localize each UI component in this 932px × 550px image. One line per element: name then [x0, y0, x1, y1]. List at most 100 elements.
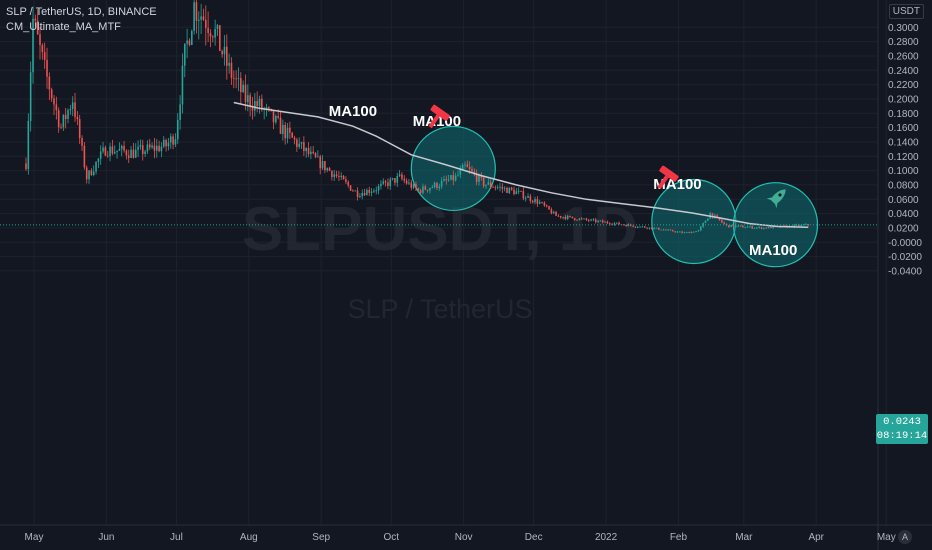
candle-body — [216, 25, 219, 30]
candle-body — [368, 189, 371, 193]
candle-body — [478, 175, 480, 182]
candle-body — [732, 224, 735, 227]
currency-label[interactable]: USDT — [888, 4, 924, 19]
candle-body — [193, 2, 195, 31]
candle-body — [130, 149, 132, 158]
y-tick-label: 0.2000 — [888, 94, 919, 105]
candle-body — [106, 155, 109, 157]
candle-body — [183, 43, 186, 66]
candle-body — [333, 174, 336, 177]
candle-body — [398, 174, 401, 176]
candle-body — [571, 216, 574, 219]
candle-body — [296, 139, 298, 147]
candle-body — [27, 120, 30, 170]
candle-body — [139, 145, 142, 147]
highlight-circle — [732, 182, 819, 268]
candle-body — [95, 161, 97, 172]
candle-body — [660, 229, 662, 231]
candle-body — [195, 2, 198, 21]
candle-body — [200, 16, 202, 20]
candle-body — [573, 218, 576, 220]
candle-body — [120, 145, 123, 150]
rocket-body — [770, 189, 786, 205]
candle-body — [501, 186, 504, 189]
candle-body — [454, 175, 457, 181]
candle-body — [700, 226, 702, 231]
candle-body — [354, 190, 357, 192]
candle-body — [531, 200, 534, 203]
candle-body — [118, 149, 121, 151]
x-tick-label: Feb — [670, 532, 688, 543]
candle-body — [632, 225, 634, 227]
candle-body — [695, 231, 697, 233]
candle-body — [452, 175, 455, 181]
x-tick-label: Sep — [312, 532, 330, 543]
hammer-head — [430, 104, 450, 121]
candle-body — [321, 161, 324, 169]
symbol-title[interactable]: SLP / TetherUS, 1D, BINANCE — [6, 6, 157, 18]
candle-body — [310, 151, 312, 155]
candle-body — [109, 146, 111, 157]
hammer-handle — [657, 175, 669, 190]
hammer-handle — [428, 114, 440, 129]
candle-body — [742, 225, 744, 228]
candle-body — [275, 115, 277, 123]
candle-body — [443, 179, 445, 181]
candle-body — [312, 151, 315, 154]
candle-body — [690, 231, 693, 234]
candle-body — [342, 175, 345, 180]
highlight-circle — [410, 125, 496, 212]
candle-body — [667, 229, 669, 231]
candle-body — [517, 190, 520, 192]
candle-body — [167, 142, 170, 147]
time-axis[interactable]: May Jun Jul Aug Sep Oct Nov Dec 2022 Feb Mar Apr May — [0, 524, 932, 543]
rocket-icon — [766, 189, 786, 209]
candle-body — [431, 187, 434, 189]
candle-body — [57, 110, 60, 128]
candle-body — [557, 215, 560, 217]
candle-body — [688, 232, 690, 234]
auto-scale-button[interactable]: A — [898, 530, 912, 544]
candle-body — [795, 224, 798, 226]
candle-body — [681, 231, 683, 233]
symbol-watermark: SLPUSDT, 1D SLP / TetherUS — [242, 195, 638, 324]
candle-body — [702, 223, 704, 227]
hammer-head — [659, 165, 679, 182]
candle-body — [53, 98, 55, 105]
candle-body — [697, 230, 700, 232]
candle-body — [349, 185, 352, 191]
candle-body — [207, 27, 209, 33]
candle-body — [373, 190, 375, 192]
candle-body — [214, 29, 216, 38]
indicator-title[interactable]: CM_Ultimate_MA_MTF — [6, 21, 121, 33]
candle-body — [492, 186, 494, 188]
ma100-line — [233, 101, 809, 228]
candle-body — [113, 151, 116, 154]
candle-body — [228, 62, 230, 66]
candle-body — [587, 219, 590, 221]
candle-body — [219, 25, 221, 51]
candle-body — [181, 65, 184, 105]
candle-body — [772, 226, 774, 229]
candle-body — [389, 179, 392, 187]
candle-body — [338, 176, 340, 178]
candle-body — [508, 187, 511, 194]
candle-body — [664, 229, 667, 231]
candle-body — [704, 220, 707, 224]
candle-body — [760, 227, 763, 229]
candle-body — [162, 139, 165, 147]
candle-body — [679, 231, 681, 233]
candle-body — [419, 190, 422, 193]
candle-body — [380, 183, 382, 187]
candle-body — [604, 221, 606, 223]
candle-body — [601, 220, 604, 223]
candle-body — [562, 216, 564, 218]
price-axis[interactable]: 0.3000 0.2800 0.2600 0.2400 0.2200 0.2000 0.18… — [877, 0, 922, 550]
candle-body — [744, 227, 746, 229]
y-tick-label: -0.0400 — [888, 266, 922, 277]
candle-body — [32, 18, 34, 73]
candle-body — [172, 136, 174, 145]
candle-body — [606, 221, 609, 224]
candle-body — [92, 171, 95, 175]
